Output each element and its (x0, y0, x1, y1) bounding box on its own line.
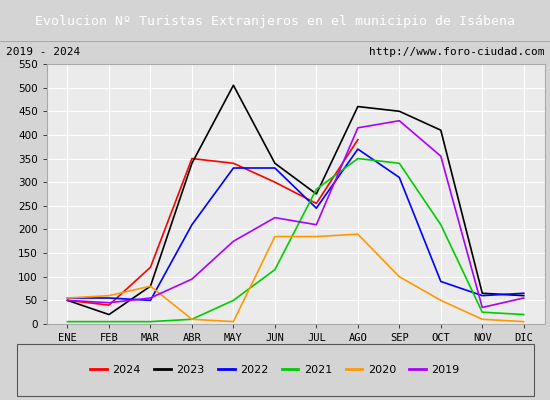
Legend: 2024, 2023, 2022, 2021, 2020, 2019: 2024, 2023, 2022, 2021, 2020, 2019 (86, 360, 464, 380)
Text: http://www.foro-ciudad.com: http://www.foro-ciudad.com (369, 47, 544, 57)
Text: Evolucion Nº Turistas Extranjeros en el municipio de Isábena: Evolucion Nº Turistas Extranjeros en el … (35, 14, 515, 28)
Text: 2019 - 2024: 2019 - 2024 (6, 47, 80, 57)
